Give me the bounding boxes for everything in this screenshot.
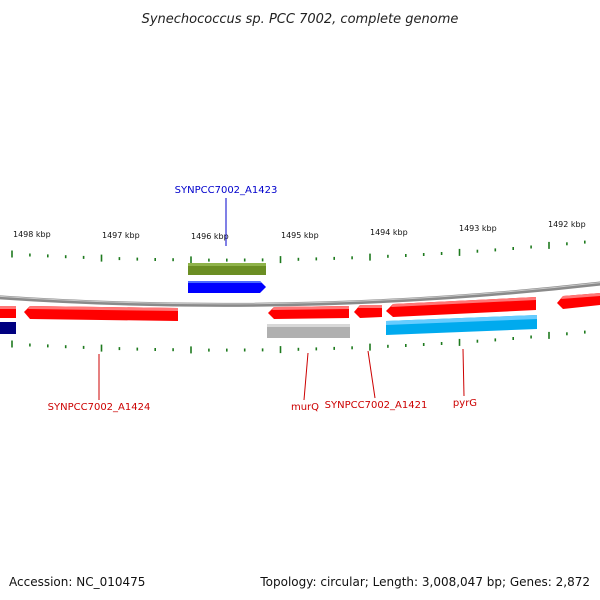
map-title: Synechococcus sp. PCC 7002, complete gen…: [142, 12, 459, 27]
genome-summary-text: Topology: circular; Length: 3,008,047 bp…: [259, 575, 590, 589]
tick-label-1494: 1494 kbp: [370, 228, 408, 237]
gene-feature-murQ[interactable]: [268, 306, 349, 319]
tick-label-1495: 1495 kbp: [281, 231, 319, 240]
genome-backbone: [0, 281, 600, 307]
tick-label-1492: 1492 kbp: [548, 220, 586, 229]
label-leader-lines: [98, 198, 465, 401]
gene-feature-olive[interactable]: [188, 263, 266, 275]
gene-label-murQ[interactable]: murQ: [291, 402, 319, 413]
tick-label-1496: 1496 kbp: [191, 232, 229, 241]
gene-feature-SYNPCC7002_A1421[interactable]: [354, 305, 382, 318]
gene-label-SYNPCC7002_A1421[interactable]: SYNPCC7002_A1421: [325, 400, 428, 411]
gene-label-pyrG[interactable]: pyrG: [453, 398, 477, 409]
gene-label-SYNPCC7002_A1423[interactable]: SYNPCC7002_A1423: [175, 185, 278, 196]
gene-feature-SYNPCC7002_A1423[interactable]: [188, 281, 266, 293]
tick-marks: [11, 240, 586, 354]
outer-tick-row: [11, 240, 586, 264]
gene-feature-navy[interactable]: [0, 322, 16, 334]
gene-feature-pyrG[interactable]: [386, 297, 536, 317]
gene-labels: SYNPCC7002_A1423 SYNPCC7002_A1424 murQ S…: [48, 185, 477, 413]
gene-feature-cyan[interactable]: [386, 315, 537, 335]
tick-label-1497: 1497 kbp: [102, 231, 140, 240]
reverse-strand-genes: [0, 293, 600, 338]
gene-feature-grey[interactable]: [267, 324, 350, 338]
tick-labels: 1498 kbp 1497 kbp 1496 kbp 1495 kbp 1494…: [13, 220, 586, 241]
gene-feature-right-edge[interactable]: [557, 293, 600, 309]
gene-feature-left-edge[interactable]: [0, 306, 16, 318]
accession-text: Accession: NC_010475: [9, 575, 145, 589]
gene-label-SYNPCC7002_A1424[interactable]: SYNPCC7002_A1424: [48, 402, 151, 413]
tick-label-1493: 1493 kbp: [459, 224, 497, 233]
forward-strand-genes: [188, 263, 266, 293]
tick-label-1498: 1498 kbp: [13, 230, 51, 239]
gene-feature-SYNPCC7002_A1424[interactable]: [24, 306, 178, 321]
inner-tick-row: [11, 330, 586, 354]
